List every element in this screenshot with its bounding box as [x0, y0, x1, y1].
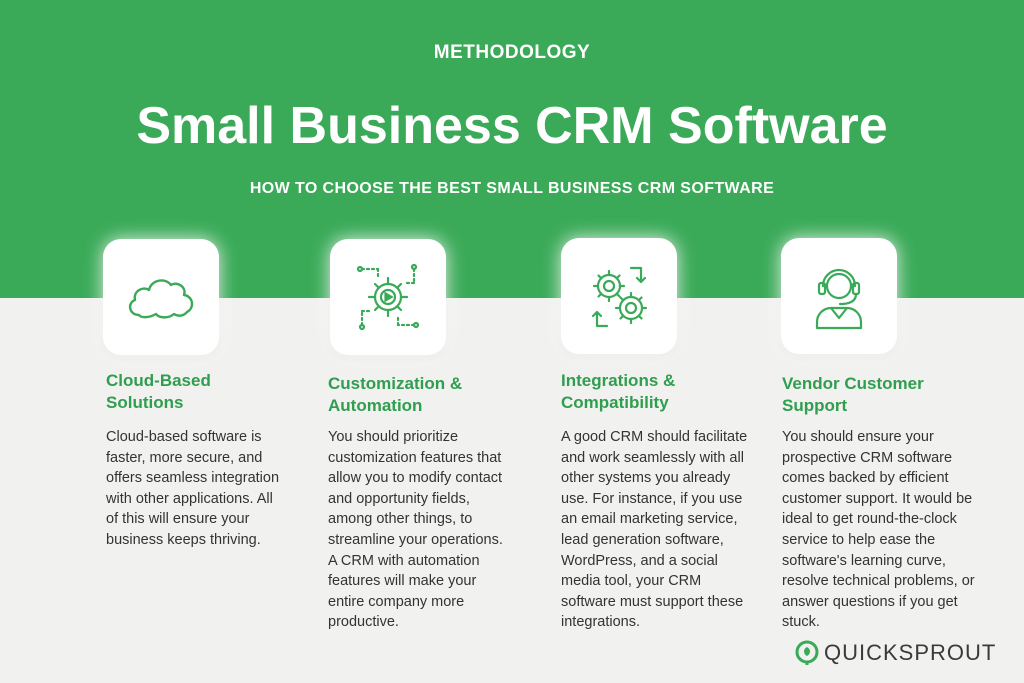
cloud-icon — [128, 279, 194, 319]
column-title-support: Vendor Customer Support — [782, 373, 982, 417]
cloud-card — [103, 239, 219, 355]
column-text-support: You should ensure your prospective CRM s… — [782, 429, 975, 631]
eyebrow-label: METHODOLOGY — [433, 42, 591, 63]
column-title-line: Compatibility — [561, 393, 669, 412]
column-text-automation: You should prioritize customization feat… — [328, 429, 503, 631]
column-title-cloud: Cloud-Based Solutions — [106, 370, 306, 414]
automation-gear-icon — [356, 263, 420, 331]
column-title-line: Cloud-Based — [106, 371, 211, 390]
column-title-line: Solutions — [106, 393, 184, 412]
column-title-line: Vendor Customer — [782, 374, 924, 393]
column-title-integrations: Integrations & Compatibility — [561, 370, 761, 414]
quicksprout-logo-icon — [795, 640, 819, 665]
column-title-line: Integrations & — [561, 371, 676, 390]
brand-name: QUICKSPROUT — [824, 640, 997, 665]
integration-gears-icon — [591, 266, 648, 328]
integrations-card — [561, 238, 677, 354]
column-title-line: Automation — [328, 396, 423, 415]
support-card — [781, 238, 897, 354]
column-text-integrations: A good CRM should facilitate and work se… — [561, 429, 748, 631]
column-title-line: Support — [782, 396, 848, 415]
column-text-cloud: Cloud-based software is faster, more sec… — [106, 429, 280, 548]
page-subtitle: HOW TO CHOOSE THE BEST SMALL BUSINESS CR… — [249, 180, 775, 197]
column-title-line: Customization & — [328, 374, 463, 393]
automation-card — [330, 239, 446, 355]
column-title-automation: Customization & Automation — [328, 373, 528, 417]
headset-support-icon — [815, 268, 863, 330]
quicksprout-logo: QUICKSPROUT — [794, 640, 996, 666]
page-title: Small Business CRM Software — [136, 97, 888, 155]
